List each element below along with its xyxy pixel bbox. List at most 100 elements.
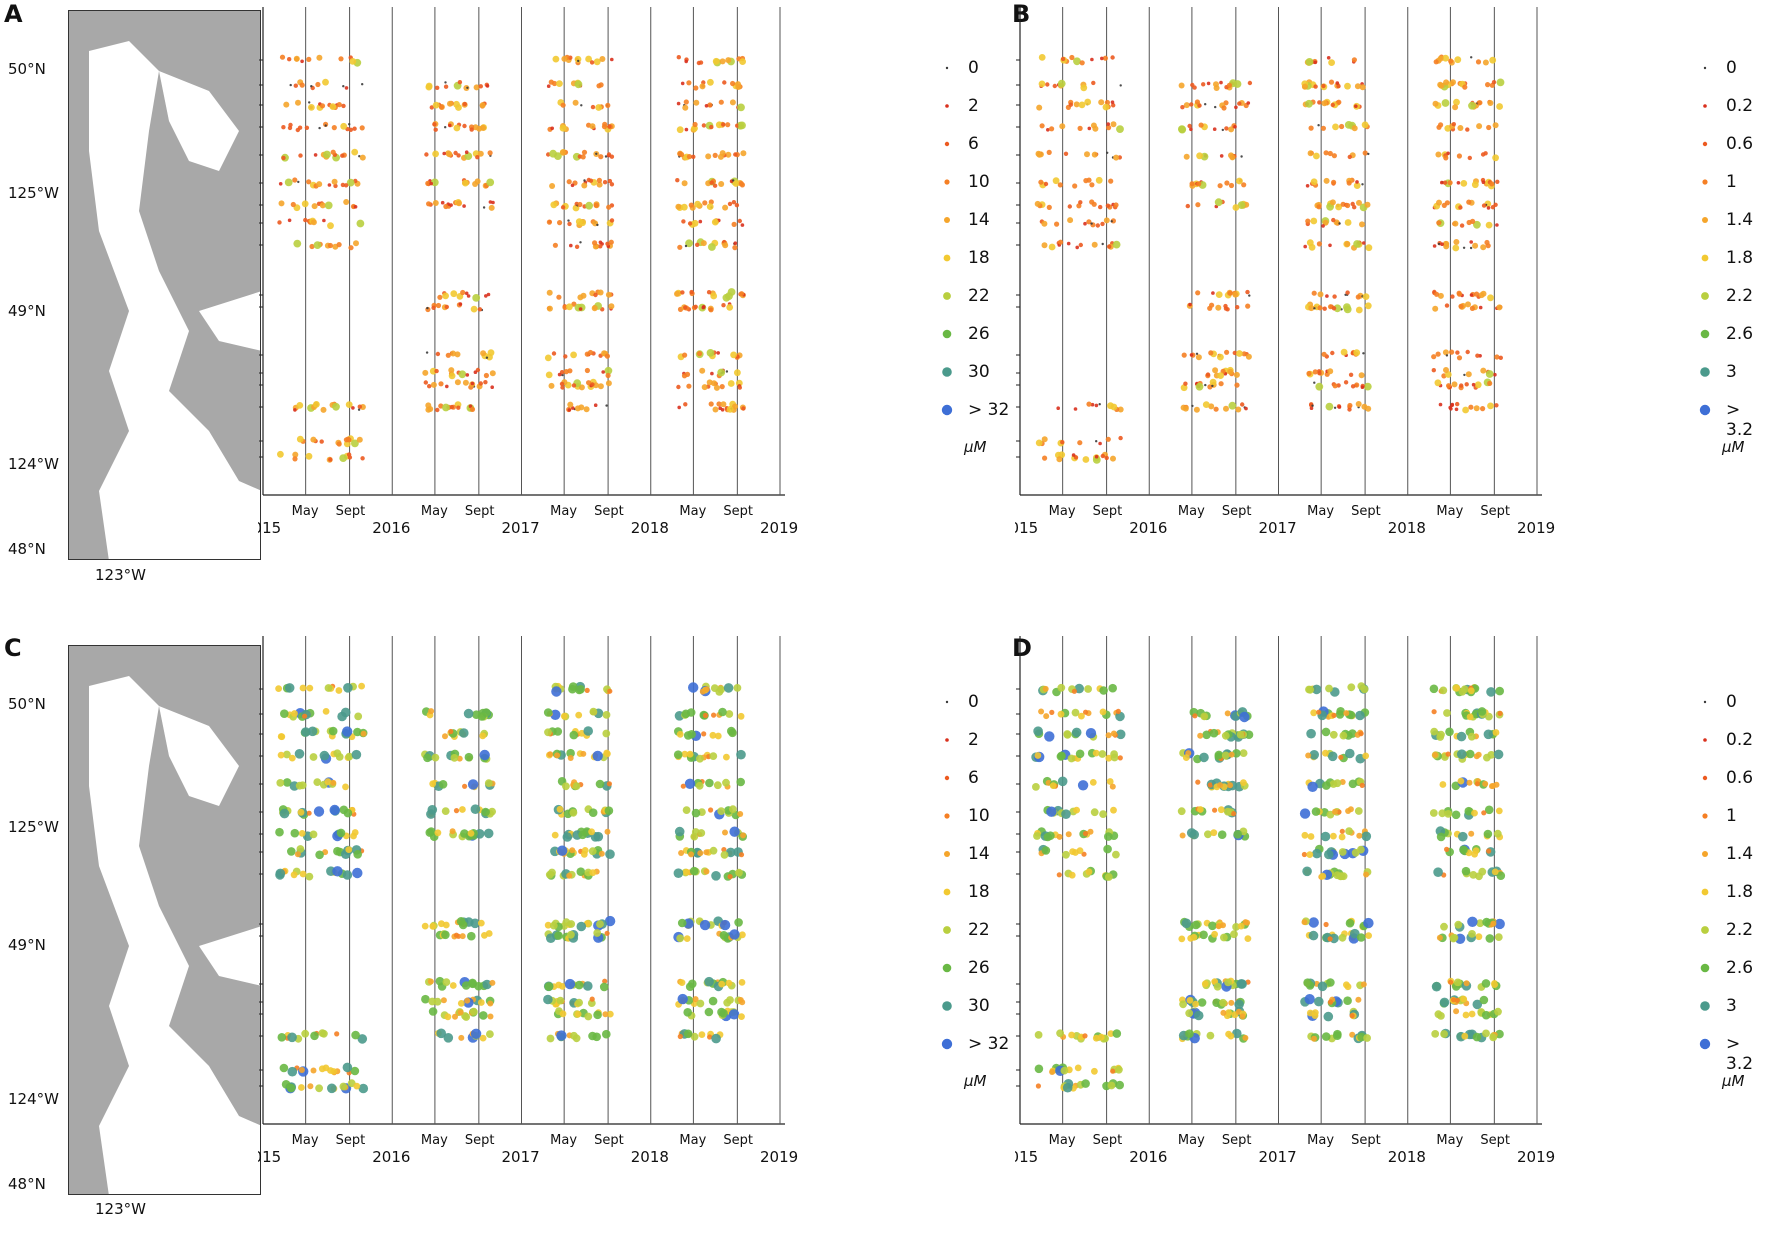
data-point [1113,154,1120,161]
data-point [477,307,483,312]
data-point [1325,402,1334,411]
data-point [460,829,469,838]
data-point [605,291,612,298]
data-point [279,54,286,60]
data-point [1099,708,1107,716]
data-point [602,180,608,185]
data-point [486,292,491,297]
data-point [712,152,718,158]
data-point [701,731,707,737]
data-point [1241,351,1247,357]
data-point [570,183,575,188]
data-point [604,915,616,927]
data-point [1362,241,1366,245]
data-point [544,921,552,929]
data-point [1333,406,1337,409]
data-point [729,805,737,814]
data-point [1495,807,1503,815]
data-point [1076,847,1084,854]
legend-marker-dot [942,329,952,339]
data-point [463,708,474,719]
data-point [1466,199,1472,205]
data-point [736,749,746,760]
data-point [730,351,737,359]
data-point [1101,242,1104,246]
data-point [473,84,480,91]
legend-unit: µM [964,1072,987,1090]
month-tick-label: May [1049,1133,1076,1148]
month-tick-label: May [1307,504,1334,519]
legend-item: 26 [942,958,990,978]
data-point [485,356,489,359]
data-point [1442,54,1449,62]
data-point [487,1000,494,1007]
data-point [571,406,575,410]
month-tick-label: Sept [1093,1133,1123,1148]
legend-label: 2.6 [1726,324,1754,344]
data-point [1444,303,1450,308]
data-point [1322,749,1329,757]
year-tick-label: 2019 [1517,1148,1555,1166]
data-point [556,80,563,87]
data-point [315,81,321,88]
data-point [469,406,476,412]
data-point [444,81,447,84]
legend-marker-dot [1701,888,1709,896]
data-point [1211,291,1215,295]
data-point [1105,754,1113,762]
legend-item: 30 [942,996,990,1016]
data-point [545,371,553,379]
data-point [1089,199,1095,205]
data-point [1361,403,1368,410]
data-point [1465,349,1470,355]
data-point [476,125,483,132]
data-point [1494,918,1505,930]
data-point [735,81,741,88]
data-point [424,152,429,157]
data-point [1059,123,1066,130]
legend-marker [1703,104,1707,108]
data-point [441,930,450,940]
data-point [434,829,442,837]
data-point [1178,125,1186,133]
data-point [301,200,309,208]
data-point [1446,383,1452,389]
data-point [342,783,349,791]
data-point [351,1030,360,1040]
data-point [1090,222,1093,225]
data-point [1117,406,1124,413]
data-point [277,220,282,225]
data-point [726,996,734,1004]
data-point [1354,104,1358,108]
data-point [1323,177,1330,184]
data-point [584,1012,593,1021]
data-point [731,200,737,205]
data-point [453,932,459,938]
data-point [483,380,488,385]
data-point [677,244,683,250]
data-point [1326,56,1331,60]
data-point [1480,367,1487,374]
data-point [1310,709,1318,717]
legend-label: 2.6 [1726,958,1754,978]
data-point [1033,832,1041,840]
data-point [1475,353,1480,358]
data-point [289,83,292,87]
data-point [609,218,615,223]
data-point [1043,832,1053,842]
data-point [1108,178,1114,184]
year-tick-label: 2018 [1388,519,1426,537]
data-point [1330,350,1335,356]
data-point [1242,919,1249,926]
data-point [604,828,611,835]
data-point [1459,845,1468,854]
data-point [1229,154,1236,161]
data-point [1327,368,1334,375]
data-point [1095,176,1103,184]
data-point [1363,1034,1371,1042]
data-point [485,84,490,88]
data-point [287,57,292,62]
data-point [567,368,573,374]
data-point [1333,1031,1342,1040]
data-point [1486,124,1492,131]
